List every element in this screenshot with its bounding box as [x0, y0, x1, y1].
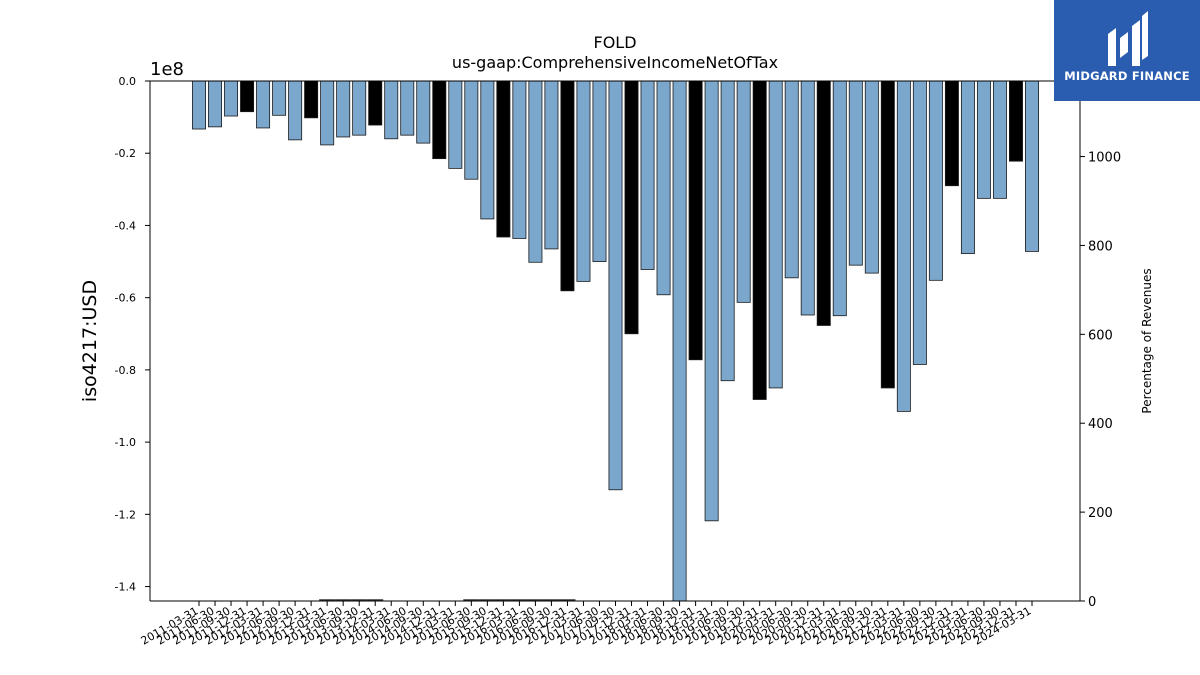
- y-tick-label: -0.8: [115, 364, 136, 377]
- bar: [224, 80, 239, 117]
- bar: [320, 80, 335, 146]
- y2-tick-label: 800: [1088, 239, 1113, 254]
- y-axis-label: iso4217:USD: [79, 280, 101, 402]
- bar: [960, 80, 975, 255]
- bar: [656, 80, 671, 296]
- bar: [192, 80, 206, 130]
- bar: [768, 80, 783, 389]
- chart-title: FOLD: [593, 33, 636, 52]
- bar: [528, 80, 543, 263]
- bar: [240, 80, 255, 113]
- bar: [832, 80, 847, 317]
- y-tick-label: -1.2: [115, 508, 136, 521]
- bar: [272, 80, 287, 116]
- y2-tick-label: 400: [1088, 417, 1113, 432]
- bar: [672, 80, 687, 602]
- midgard-logo-icon: [1108, 11, 1148, 66]
- y-tick-label: -1.0: [115, 436, 136, 449]
- bar: [896, 80, 911, 412]
- y2-tick-label: 600: [1088, 328, 1113, 343]
- bar: [336, 80, 351, 138]
- bar: [944, 80, 959, 187]
- bar: [496, 80, 511, 238]
- bar-group: [192, 80, 1039, 602]
- y-tick-label: -0.6: [115, 292, 136, 305]
- brand-logo: MIDGARD FINANCE: [1054, 0, 1200, 101]
- y-tick-label: -1.4: [115, 581, 136, 594]
- bar: [576, 80, 591, 282]
- y2-tick-label: 1000: [1088, 151, 1121, 166]
- bar: [736, 80, 751, 303]
- bar: [992, 80, 1007, 199]
- bar: [976, 80, 991, 199]
- bar: [640, 80, 655, 270]
- bar: [800, 80, 815, 316]
- bar: [304, 80, 319, 119]
- y2-tick-label: 200: [1088, 506, 1113, 521]
- bar: [480, 80, 495, 220]
- bar: [208, 80, 222, 128]
- bar: [368, 80, 383, 126]
- axes: 0.0 -0.2 -0.4 -0.6 -0.8 -1.0 -1.2 -1.4 0 200 400 60…: [115, 75, 1122, 648]
- bar: [688, 80, 703, 361]
- bar: [928, 80, 943, 281]
- bar: [816, 80, 831, 326]
- bar: [384, 80, 399, 140]
- bar: [512, 80, 527, 239]
- y-tick-label: -0.4: [115, 219, 136, 232]
- bar: [704, 80, 719, 522]
- bar: [784, 80, 799, 279]
- bar: [1025, 80, 1039, 252]
- bar: [1009, 80, 1023, 162]
- bar: [400, 80, 415, 136]
- bar: [608, 80, 623, 491]
- bar: [288, 80, 303, 141]
- bar: [416, 80, 431, 144]
- bar: [880, 80, 895, 389]
- bar: [752, 80, 767, 400]
- bar: [720, 80, 735, 382]
- y-tick-label: -0.2: [115, 147, 136, 160]
- bar: [448, 80, 463, 169]
- bar: [912, 80, 927, 365]
- bar: [256, 80, 271, 129]
- y2-tick-label: 0: [1088, 595, 1096, 610]
- bar: [864, 80, 879, 274]
- bar: [544, 80, 559, 250]
- bar: [848, 80, 863, 266]
- y2-axis-label: Percentage of Revenues: [1140, 268, 1154, 413]
- y-tick-label: 0.0: [119, 75, 137, 88]
- bar: [624, 80, 639, 335]
- bar: [352, 80, 367, 136]
- bar: [592, 80, 607, 262]
- bar: [464, 80, 479, 180]
- chart-subtitle: us-gaap:ComprehensiveIncomeNetOfTax: [452, 53, 778, 72]
- brand-name: MIDGARD FINANCE: [1064, 69, 1190, 83]
- y-offset-label: 1e8: [150, 59, 184, 80]
- bar: [560, 80, 575, 292]
- bar: [432, 80, 447, 160]
